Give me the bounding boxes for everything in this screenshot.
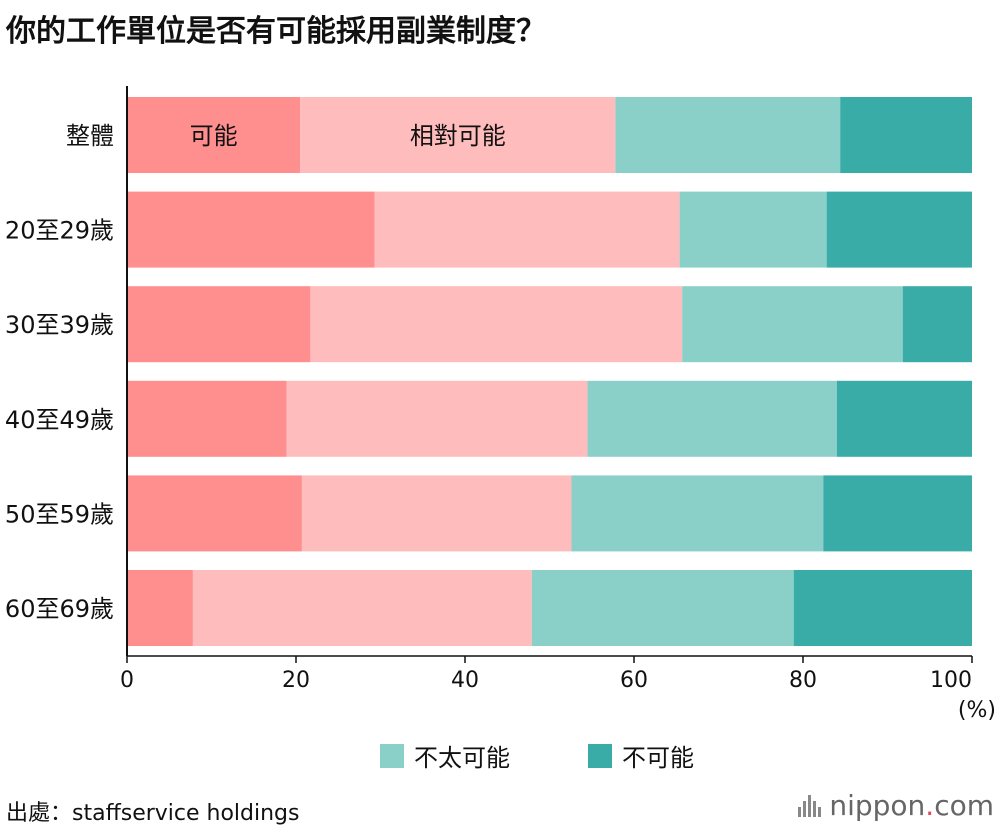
logo-suffix: com bbox=[934, 789, 994, 822]
logo-bars-icon bbox=[798, 794, 823, 817]
source-note: 出處：staffservice holdings bbox=[6, 801, 300, 826]
bar-segment bbox=[310, 286, 683, 363]
bar-segment bbox=[192, 570, 532, 646]
chart-title: 你的工作單位是否有可能採用副業制度？ bbox=[6, 14, 546, 49]
segment-label: 可能 bbox=[190, 122, 238, 150]
category-label: 30至39歲 bbox=[5, 311, 114, 339]
x-tick-label: 80 bbox=[789, 668, 817, 693]
legend-label: 不可能 bbox=[622, 744, 694, 772]
category-label: 60至69歲 bbox=[5, 595, 114, 623]
bar-segment bbox=[793, 570, 972, 646]
stacked-bar-chart: 整體 20至29歲 30至39歲 40至49歲 50至59歲 60至69歲 可能 相對可能 0 2… bbox=[5, 86, 996, 723]
bar-segment bbox=[836, 380, 972, 457]
legend-item-not-possible: 不可能 bbox=[588, 738, 694, 773]
bar-segment bbox=[571, 475, 824, 552]
bar-segment bbox=[127, 475, 302, 552]
bar-segment bbox=[823, 475, 972, 552]
bar-segment bbox=[840, 97, 972, 173]
x-tick-label: 40 bbox=[451, 668, 479, 693]
category-label: 50至59歲 bbox=[5, 500, 114, 528]
bar-segment bbox=[127, 191, 375, 268]
bar-segment bbox=[826, 191, 972, 268]
bar-segment bbox=[127, 97, 301, 173]
x-tick-label: 60 bbox=[620, 668, 648, 693]
bar-segment bbox=[127, 570, 193, 646]
nippon-logo: nippon. com bbox=[798, 789, 994, 822]
bar-segment bbox=[127, 380, 287, 457]
legend-swatch-not-possible bbox=[588, 743, 612, 768]
legend-swatch-not-very-possible bbox=[380, 743, 404, 768]
bar-segment bbox=[587, 380, 837, 457]
x-tick-label: 0 bbox=[120, 668, 134, 693]
logo-prefix: nippon bbox=[829, 789, 926, 822]
category-label: 20至29歲 bbox=[5, 217, 114, 245]
category-label: 40至49歲 bbox=[5, 406, 114, 434]
bar-segment bbox=[615, 97, 841, 173]
legend-item-not-very-possible: 不太可能 bbox=[380, 738, 510, 773]
x-tick-label: 100 bbox=[930, 668, 972, 693]
segment-label: 相對可能 bbox=[410, 122, 506, 150]
bar-segment bbox=[902, 286, 972, 363]
bar-segment bbox=[301, 475, 572, 552]
bar-segment bbox=[127, 286, 311, 363]
bar-segment bbox=[286, 380, 588, 457]
bar-segment bbox=[531, 570, 794, 646]
x-tick-label: 20 bbox=[282, 668, 310, 693]
legend: 不太可能 不可能 bbox=[0, 738, 1000, 772]
logo-dot: . bbox=[925, 789, 935, 822]
legend-label: 不太可能 bbox=[414, 744, 510, 772]
bar-segment bbox=[300, 97, 616, 173]
bar-segment bbox=[374, 191, 680, 268]
category-label: 整體 bbox=[66, 122, 114, 150]
bar-segment bbox=[679, 191, 827, 268]
bar-segment bbox=[682, 286, 903, 363]
x-unit-label: (%) bbox=[958, 698, 996, 723]
